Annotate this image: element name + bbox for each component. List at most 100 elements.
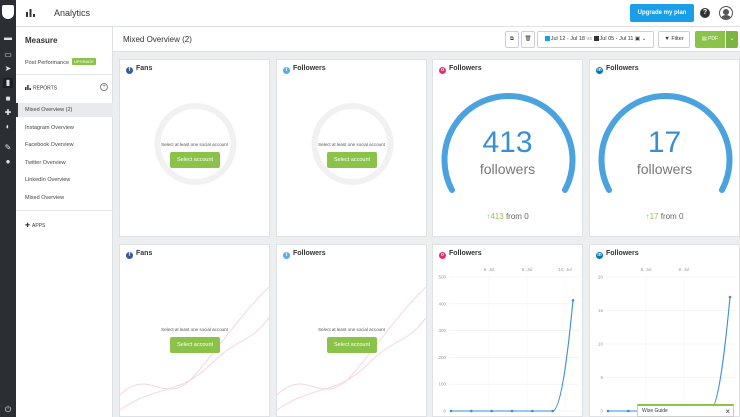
empty-state-message: Select at least one social account <box>161 327 228 332</box>
card-facebook-fans-chart: f Fans Select at least one social account… <box>119 244 270 417</box>
apps-section[interactable]: ✚ APPS <box>25 222 45 229</box>
card-linkedin-followers-chart: in Followers 0 5 10 15 20 8. Jul 9. Jul <box>589 244 740 417</box>
vs-label: vs <box>586 36 593 42</box>
pdf-button[interactable]: ▤ PDF <box>695 31 725 48</box>
select-account-button[interactable]: Select account <box>170 337 220 353</box>
power-icon[interactable]: ⏻ <box>4 405 12 414</box>
card-title: o Followers <box>439 250 482 259</box>
x-tick-label: 9. Jul <box>679 267 690 272</box>
card-facebook-fans: f Fans Select at least one social account… <box>119 59 270 237</box>
card-title-text: Followers <box>293 250 326 257</box>
followers-gauge <box>441 92 576 193</box>
sidebar-item-linkedin-overview[interactable]: LinkedIn Overview <box>25 177 71 183</box>
trash-icon[interactable]: 🗑 <box>521 31 535 48</box>
data-point[interactable] <box>510 409 514 413</box>
sidebar: Measure Post Performance UPGRADE REPORTS … <box>16 27 113 417</box>
card-title: f Fans <box>126 65 152 74</box>
date-range-picker[interactable]: Jul 12 - Jul 18 vs Jul 05 - Jul 11 ▣ ⌄ <box>537 31 654 48</box>
post-performance-label: Post Performance <box>25 60 70 66</box>
data-point[interactable] <box>571 299 575 302</box>
reports-label: REPORTS <box>33 85 58 92</box>
analytics-bars-icon <box>26 9 35 17</box>
gauge-placeholder <box>154 103 237 185</box>
data-point[interactable] <box>490 409 493 413</box>
card-title: o Followers <box>439 65 482 74</box>
card-title-text: Followers <box>293 65 326 72</box>
listening-icon[interactable]: ◐ <box>5 122 11 131</box>
series-line <box>608 297 731 412</box>
sidebar-item-mixed-overview-2[interactable]: Mixed Overview (2) <box>16 103 113 117</box>
filter-button[interactable]: ▼ Filter <box>658 31 690 48</box>
filter-icon: ▼ <box>664 36 670 42</box>
help-icon[interactable]: ● <box>5 157 11 166</box>
y-tick-label: 15 <box>598 308 604 313</box>
reports-icon <box>25 85 31 90</box>
inbox-icon[interactable]: ▭ <box>4 50 12 59</box>
placeholder-chart <box>120 286 269 411</box>
card-title-text: Followers <box>449 65 482 72</box>
pdf-options-chevron-icon[interactable]: ⌄ <box>726 31 738 48</box>
y-tick-label: 300 <box>438 328 446 333</box>
data-point[interactable] <box>449 409 453 413</box>
sidebar-item-twitter-overview[interactable]: Twitter Overview <box>25 160 66 166</box>
sidebar-item-mixed-overview[interactable]: Mixed Overview <box>25 195 65 201</box>
calendar-icon[interactable]: ■ <box>5 94 11 103</box>
card-instagram-followers-chart: o Followers 0 100 200 300 400 500 8. Jul 9. Jul 1… <box>432 244 583 417</box>
select-account-button[interactable]: Select account <box>170 152 220 168</box>
select-account-button[interactable]: Select account <box>327 337 377 353</box>
help-button[interactable]: ? <box>700 8 710 18</box>
card-title: in Followers <box>596 250 639 259</box>
pdf-label: PDF <box>708 36 719 42</box>
data-point[interactable] <box>728 295 732 299</box>
pdf-icon: ▤ <box>701 36 707 42</box>
close-icon[interactable]: × <box>725 407 730 416</box>
analytics-icon[interactable]: ▮ <box>3 78 13 88</box>
logo-icon[interactable] <box>2 5 14 19</box>
data-point[interactable] <box>531 409 534 413</box>
range-b-swatch <box>593 35 599 41</box>
select-account-button[interactable]: Select account <box>327 152 377 168</box>
send-icon[interactable]: ➤ <box>4 64 12 73</box>
facebook-icon: f <box>126 67 133 74</box>
data-point[interactable] <box>551 409 554 413</box>
linkedin-icon: in <box>596 252 603 259</box>
empty-state-message: Select at least one social account <box>161 142 228 147</box>
twitter-icon: t <box>283 67 290 74</box>
sidebar-item-facebook-overview[interactable]: Facebook Overview <box>25 142 74 148</box>
y-tick-label: 0 <box>600 409 603 414</box>
y-tick-label: 100 <box>438 382 446 387</box>
card-title: t Followers <box>283 65 326 74</box>
tools-icon[interactable]: ✎ <box>4 143 12 152</box>
followers-unit: followers <box>479 161 536 177</box>
avatar[interactable] <box>719 6 733 20</box>
puzzle-icon[interactable]: ✚ <box>4 108 12 117</box>
data-point[interactable] <box>606 409 610 413</box>
chat-icon[interactable]: ▬ <box>4 33 12 42</box>
card-title-text: Followers <box>449 250 482 257</box>
delta-value: ↑413 <box>486 212 504 221</box>
x-tick-label: 9. Jul <box>522 267 533 272</box>
sidebar-item-instagram-overview[interactable]: Instagram Overview <box>25 125 74 131</box>
delta-value: ↑17 <box>645 212 659 221</box>
card-linkedin-followers: in Followers 17 followers ↑17 from 0 <box>589 59 740 237</box>
y-tick-label: 10 <box>598 342 604 347</box>
report-header: Mixed Overview (2) ⧉ 🗑 Jul 12 - Jul 18 v… <box>113 27 740 52</box>
add-report-button[interactable]: + <box>100 83 108 91</box>
sidebar-item-post-performance[interactable]: Post Performance UPGRADE <box>25 58 96 66</box>
upgrade-plan-button[interactable]: Upgrade my plan <box>630 4 694 22</box>
card-title-text: Followers <box>606 65 639 72</box>
wise-guide-panel[interactable]: Wise Guide × <box>637 404 734 417</box>
y-tick-label: 200 <box>438 355 446 360</box>
followers-gauge <box>598 92 733 193</box>
apps-label: APPS <box>32 223 46 229</box>
apps-icon: ✚ <box>25 223 31 229</box>
top-bar: Analytics Upgrade my plan ? <box>16 0 740 27</box>
linkedin-followers-line-chart: 0 5 10 15 20 8. Jul 9. Jul <box>598 267 736 414</box>
data-point[interactable] <box>470 409 473 413</box>
data-point[interactable] <box>627 409 630 413</box>
empty-state-message: Select at least one social account <box>318 327 385 332</box>
compare-button[interactable]: ⧉ <box>505 31 519 48</box>
card-title-text: Fans <box>136 65 153 72</box>
report-title: Mixed Overview (2) <box>123 35 192 44</box>
divider <box>16 210 113 211</box>
